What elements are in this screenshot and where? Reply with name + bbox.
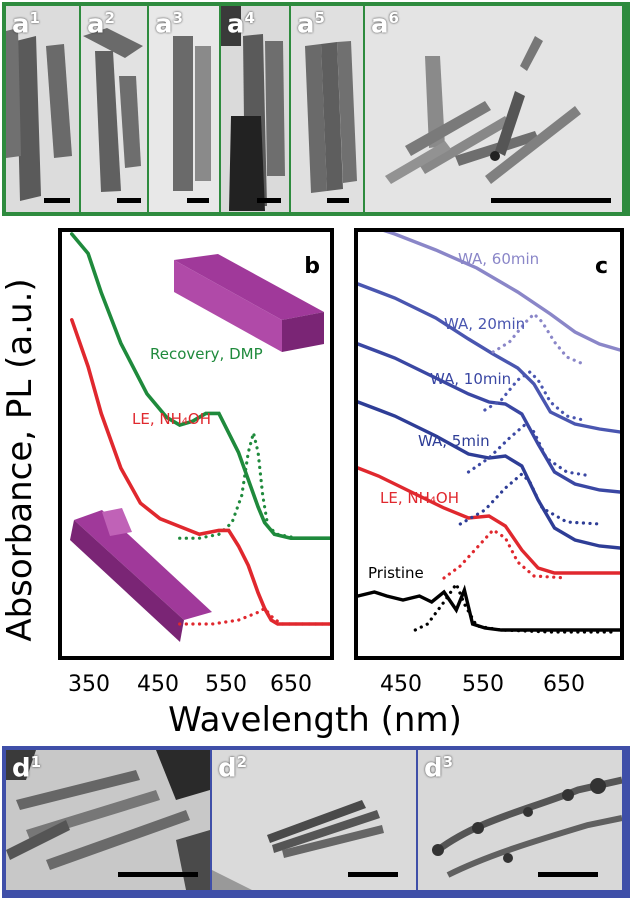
panel-label-d3: d3 [424, 753, 454, 784]
scale-bar [348, 872, 398, 877]
panel-label-d2: d2 [218, 753, 248, 784]
pl-peak-2 [466, 421, 593, 478]
plot-c-lines [358, 232, 620, 634]
series-wa-60min [383, 232, 620, 352]
series-wa-20min [358, 282, 620, 434]
pl-peak-1 [483, 369, 585, 422]
panel-label-a4: a4 [227, 9, 255, 40]
x-tick-b-450: 450 [137, 672, 179, 697]
scale-bar [117, 198, 141, 203]
scale-bar [491, 198, 611, 203]
annotation-le-nh4oh-c: LE, NH₄OH [380, 489, 459, 507]
tem-image-d1: d1 [6, 750, 210, 890]
panel-letter-b: b [304, 254, 320, 279]
series-wa-5min [358, 400, 620, 550]
scale-bar [538, 872, 598, 877]
annotation-wa-5min: WA, 5min [418, 432, 490, 450]
nanoribbon-illustration-lower [70, 508, 212, 642]
y-axis-label: Absorbance, PL (a.u.) [0, 278, 40, 642]
x-tick-c-550: 550 [462, 672, 504, 697]
scale-bar [257, 198, 281, 203]
nanoribbon-illustration-upper [174, 254, 324, 352]
plot-b-lines [70, 232, 330, 642]
annotation-wa-20min: WA, 20min [444, 315, 526, 333]
series-le-nh4oh-pl [178, 606, 330, 626]
panel-label-a6: a6 [371, 9, 399, 40]
annotation-recovery-dmp: Recovery, DMP [150, 345, 263, 363]
series-le-nh4oh [70, 318, 330, 626]
x-tick-b-650: 650 [270, 672, 312, 697]
annotation-wa-60min: WA, 60min [458, 250, 540, 268]
panel-label-a2: a2 [87, 9, 115, 40]
tem-image-a3: a3 [149, 6, 219, 212]
pl-peak-5 [413, 580, 618, 634]
tem-image-a6: a6 [365, 6, 622, 212]
scale-bar [44, 198, 70, 203]
annotation-le-nh4oh: LE, NH₄OH [132, 410, 211, 428]
series-le-nh4oh [358, 466, 620, 575]
x-tick-c-450: 450 [380, 672, 422, 697]
tem-image-a1: a1 [6, 6, 79, 212]
scale-bar [327, 198, 349, 203]
scale-bar [187, 198, 209, 203]
series-wa-10min [358, 342, 620, 494]
tem-image-d2: d2 [212, 750, 416, 890]
tem-image-a5: a5 [291, 6, 363, 212]
panel-label-a5: a5 [297, 9, 325, 40]
tem-image-a2: a2 [81, 6, 147, 212]
tem-image-d3: d3 [418, 750, 622, 890]
panel-label-a3: a3 [155, 9, 183, 40]
x-tick-b-550: 550 [205, 672, 247, 697]
plot-b: b Recovery, DMP LE, NH₄OH [58, 228, 334, 660]
series-recovery-dmp [70, 232, 330, 540]
plot-c: c WA, 60min WA, 20min WA, 10min WA, 5min… [354, 228, 624, 660]
annotation-pristine: Pristine [368, 564, 424, 582]
annotation-wa-10min: WA, 10min [430, 370, 512, 388]
x-axis-label: Wavelength (nm) [168, 700, 462, 740]
scale-bar [118, 872, 198, 877]
panel-label-a1: a1 [12, 9, 40, 40]
panel-label-d1: d1 [12, 753, 42, 784]
series-recovery-dmp-pl [178, 432, 330, 540]
pl-peak-3 [458, 471, 602, 526]
tem-image-a4: a4 [221, 6, 289, 212]
panel-letter-c: c [594, 254, 608, 279]
x-tick-b-350: 350 [68, 672, 110, 697]
x-tick-c-650: 650 [543, 672, 585, 697]
series-pristine [358, 584, 620, 632]
